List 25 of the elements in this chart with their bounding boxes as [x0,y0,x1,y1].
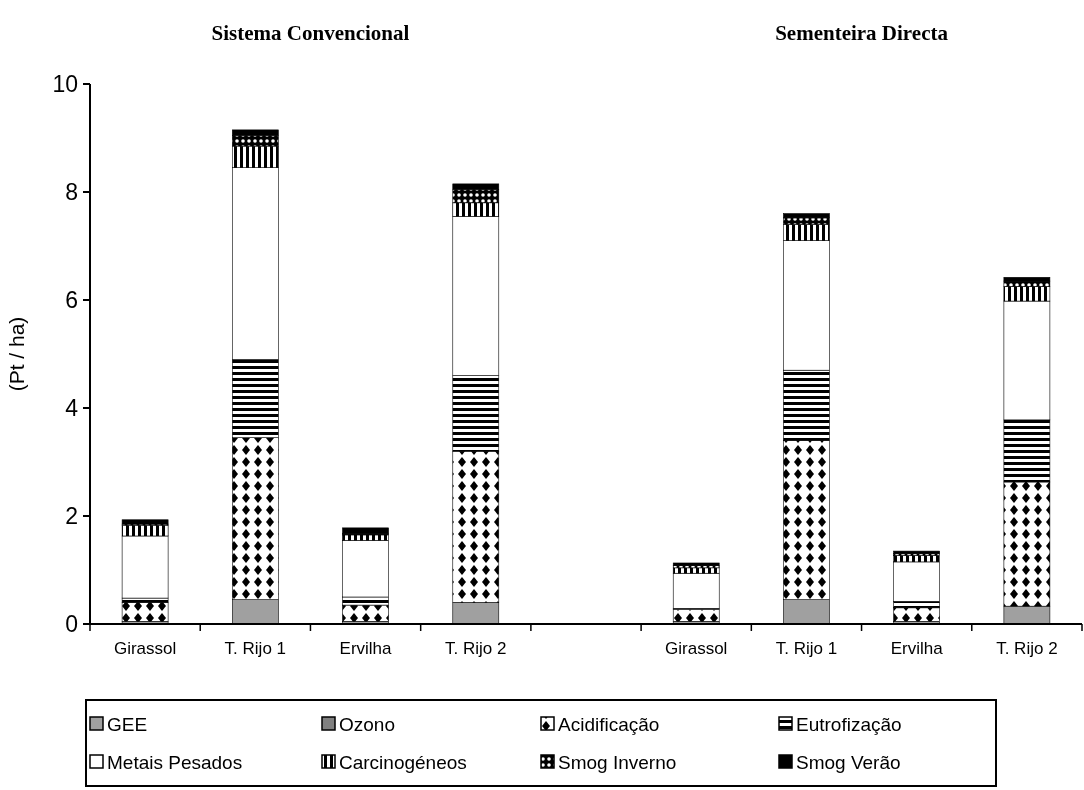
x-tick-label: T. Rijo 2 [445,639,507,658]
legend-label: Carcinogéneos [339,751,467,773]
legend-label: Smog Inverno [558,751,677,773]
legend-label: Metais Pesados [107,751,243,773]
y-tick-label: 8 [65,179,78,206]
legend-label: Eutrofização [796,713,902,735]
legend-label: GEE [107,713,148,735]
y-axis-title: (Pt / ha) [5,316,28,392]
legend-label: Acidificação [558,713,660,735]
y-tick-label: 4 [65,395,79,422]
y-tick-label: 2 [65,503,78,530]
text: Sistema Convencional [211,21,410,45]
x-tick-label: T. Rijo 1 [775,639,838,658]
x-tick-label: Girassol [665,639,728,658]
legend-label: Ozono [339,713,395,735]
legend-label: Smog Verão [796,751,901,773]
y-tick-label: 10 [52,71,78,98]
x-tick-label: Girassol [113,639,177,658]
x-tick-label: T. Rijo 1 [224,639,287,658]
text: Sementeira Directa [775,21,949,45]
y-tick-label: 6 [65,287,78,314]
y-tick-label: 0 [65,611,78,638]
x-tick-label: T. Rijo 2 [996,639,1058,658]
x-tick-label: Ervilha [890,639,944,658]
x-tick-label: Ervilha [339,639,393,658]
